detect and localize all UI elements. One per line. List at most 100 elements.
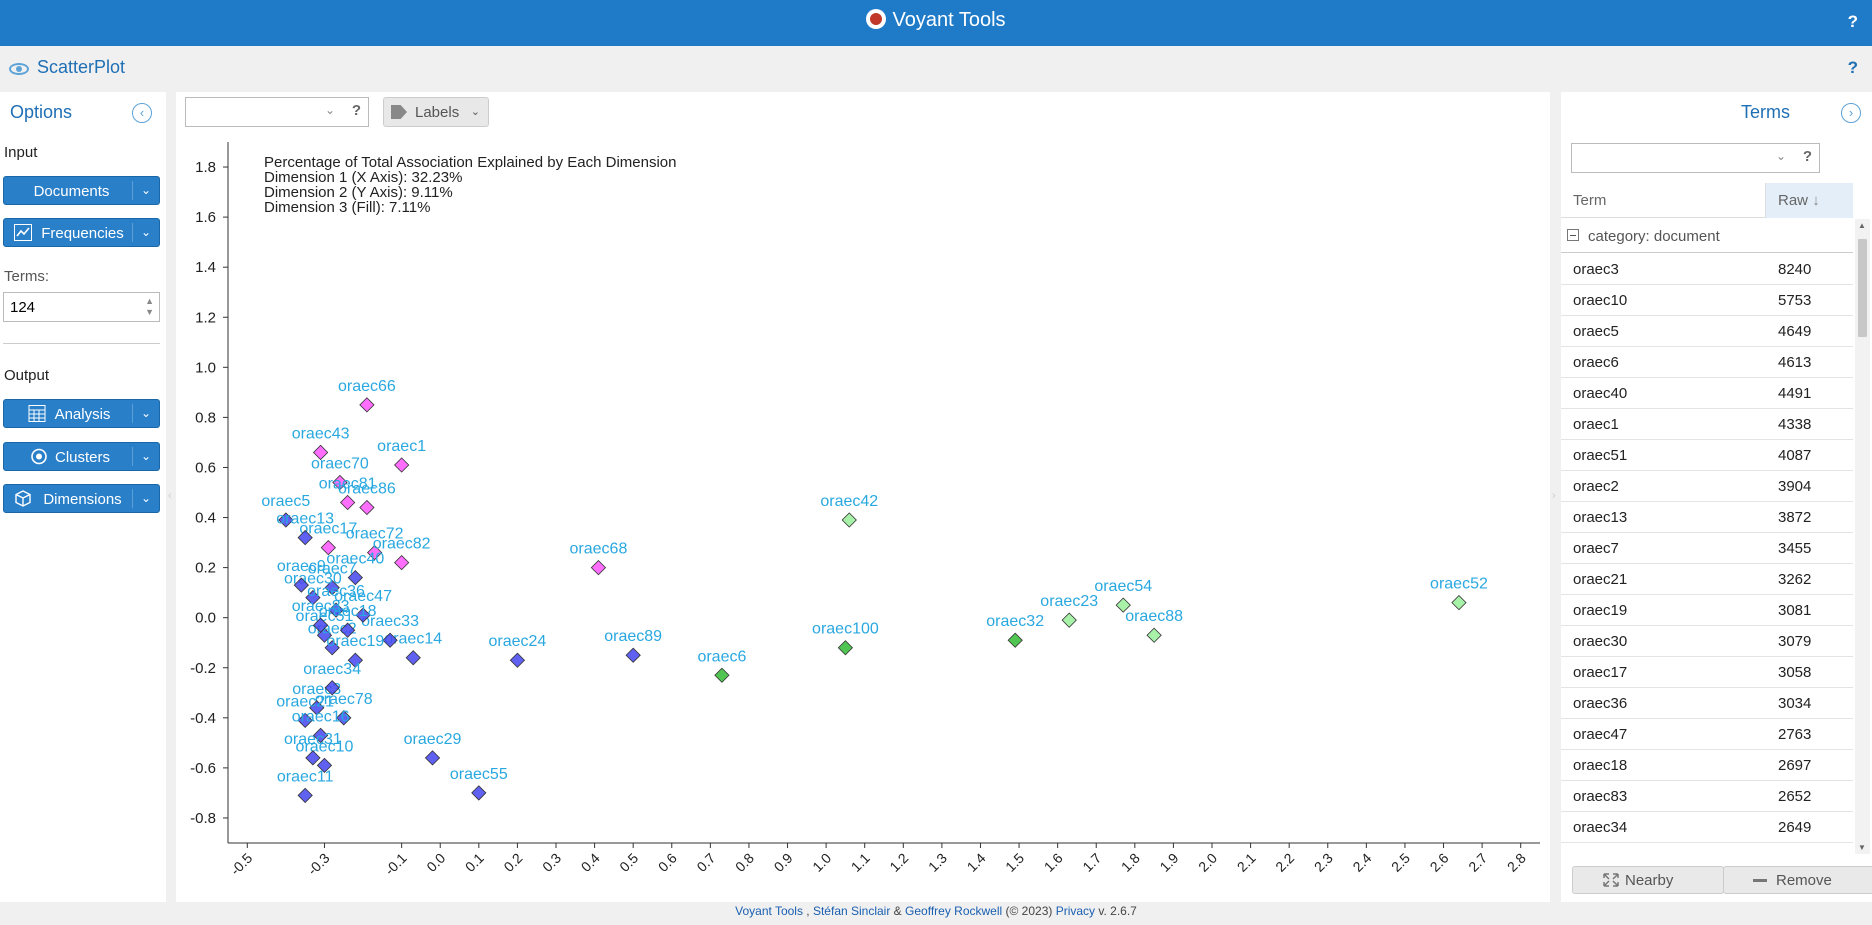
privacy-link[interactable]: Privacy: [1055, 904, 1096, 918]
data-point[interactable]: [328, 602, 344, 618]
table-row[interactable]: oraec51 4087: [1561, 440, 1853, 471]
data-point[interactable]: [324, 579, 340, 596]
data-point[interactable]: [332, 474, 348, 491]
table-row[interactable]: oraec5 4649: [1561, 316, 1853, 347]
spinner-icon[interactable]: ▲ ▼: [145, 296, 154, 317]
table-row[interactable]: oraec11 2620: [1561, 843, 1853, 853]
documents-button[interactable]: Documents ⌄: [3, 176, 160, 205]
analysis-button[interactable]: Analysis ⌄: [3, 399, 160, 428]
data-point[interactable]: [339, 494, 356, 511]
terms-count-stepper[interactable]: ▲▼: [3, 292, 160, 322]
terms-filter-combo[interactable]: ⌄ ?: [1571, 143, 1820, 173]
table-row[interactable]: oraec30 3079: [1561, 626, 1853, 657]
data-point[interactable]: [366, 544, 383, 561]
table-row[interactable]: oraec34 2649: [1561, 812, 1853, 843]
scroll-down-icon[interactable]: ▼: [1858, 843, 1866, 852]
data-point[interactable]: [625, 647, 641, 663]
data-point[interactable]: [1146, 627, 1162, 643]
help-icon[interactable]: ?: [1802, 148, 1812, 165]
data-point[interactable]: [347, 652, 363, 668]
data-point[interactable]: [312, 444, 329, 461]
data-point[interactable]: [305, 590, 321, 606]
table-row[interactable]: oraec18 2697: [1561, 750, 1853, 781]
splitter-right-icon[interactable]: ›: [1552, 490, 1556, 502]
table-row[interactable]: oraec1 4338: [1561, 409, 1853, 440]
scrollbar-thumb[interactable]: [1858, 239, 1867, 337]
data-point[interactable]: [320, 539, 336, 556]
data-point[interactable]: [394, 457, 410, 473]
data-point[interactable]: [590, 559, 607, 576]
data-point[interactable]: [471, 785, 487, 801]
clusters-button[interactable]: Clusters ⌄: [3, 442, 160, 471]
table-row[interactable]: oraec47 2763: [1561, 719, 1853, 750]
table-row[interactable]: oraec83 2652: [1561, 781, 1853, 812]
term-search-combo[interactable]: ⌄ ?: [185, 97, 369, 127]
data-point[interactable]: [382, 632, 398, 648]
app-help-icon[interactable]: ?: [1847, 12, 1858, 31]
data-point[interactable]: [305, 750, 321, 766]
terms-count-input[interactable]: [4, 293, 124, 321]
data-point[interactable]: [359, 499, 375, 516]
scatter-plot[interactable]: 1.8 1.6 1.4 1.2 1.0 0.8 0.6 0.4 0.2 0.0 -0.2 -0.4 -0…: [176, 132, 1550, 902]
voyant-link[interactable]: Voyant Tools: [735, 904, 803, 918]
table-row[interactable]: oraec17 3058: [1561, 657, 1853, 688]
data-point[interactable]: [837, 640, 854, 656]
data-point[interactable]: [714, 667, 730, 683]
data-point[interactable]: [1451, 595, 1467, 611]
data-point[interactable]: [424, 750, 441, 766]
data-point[interactable]: [297, 529, 313, 546]
table-row[interactable]: oraec6 4613: [1561, 347, 1853, 378]
data-point[interactable]: [1007, 632, 1023, 648]
author-link-sinclair[interactable]: Stéfan Sinclair: [812, 904, 891, 918]
app-title[interactable]: Voyant Tools: [0, 9, 1872, 32]
data-point[interactable]: [841, 512, 857, 528]
column-header-raw[interactable]: Raw ↓: [1766, 183, 1853, 218]
splitter-left-icon[interactable]: ‹: [168, 490, 172, 502]
scatter-svg[interactable]: 1.8 1.6 1.4 1.2 1.0 0.8 0.6 0.4 0.2 0.0 -0.2 -0.4 -0…: [176, 132, 1550, 902]
chevron-down-icon[interactable]: ⌄: [324, 103, 335, 117]
data-point[interactable]: [339, 622, 356, 638]
data-point[interactable]: [324, 640, 340, 656]
group-header-row[interactable]: category: document: [1561, 219, 1853, 253]
scroll-up-icon[interactable]: ▲: [1858, 221, 1866, 230]
data-point[interactable]: [293, 577, 309, 593]
nearby-button[interactable]: Nearby: [1572, 866, 1724, 894]
data-point[interactable]: [297, 712, 313, 728]
data-point[interactable]: [316, 757, 333, 774]
table-row[interactable]: oraec10 5753: [1561, 285, 1853, 316]
collapse-group-icon[interactable]: [1567, 229, 1579, 241]
table-row[interactable]: oraec13 3872: [1561, 502, 1853, 533]
author-link-rockwell[interactable]: Geoffrey Rockwell: [905, 904, 1003, 918]
table-row[interactable]: oraec21 3262: [1561, 564, 1853, 595]
data-point[interactable]: [355, 607, 371, 623]
collapse-left-icon[interactable]: ‹: [132, 103, 152, 123]
data-point[interactable]: [394, 554, 410, 571]
frequencies-button[interactable]: Frequencies ⌄: [3, 218, 160, 247]
data-point[interactable]: [297, 787, 313, 804]
data-point[interactable]: [312, 727, 329, 743]
table-row[interactable]: oraec19 3081: [1561, 595, 1853, 626]
data-point[interactable]: [405, 650, 421, 666]
data-point[interactable]: [336, 710, 352, 726]
data-point[interactable]: [347, 569, 363, 586]
table-row[interactable]: oraec3 8240: [1561, 254, 1853, 285]
table-row[interactable]: oraec36 3034: [1561, 688, 1853, 719]
chevron-down-icon[interactable]: ⌄: [1775, 149, 1786, 163]
collapse-right-icon[interactable]: ›: [1841, 103, 1861, 123]
data-point[interactable]: [509, 652, 526, 668]
labels-button[interactable]: Labels ⌄: [383, 97, 489, 127]
column-header-term[interactable]: Term: [1561, 183, 1766, 218]
data-point[interactable]: [309, 700, 325, 716]
table-row[interactable]: oraec2 3904: [1561, 471, 1853, 502]
remove-button[interactable]: Remove: [1723, 866, 1872, 894]
table-row[interactable]: oraec7 3455: [1561, 533, 1853, 564]
tool-help-icon[interactable]: ?: [1847, 58, 1858, 77]
data-point[interactable]: [1115, 597, 1131, 613]
table-row[interactable]: oraec40 4491: [1561, 378, 1853, 409]
grid-scrollbar[interactable]: ▲ ▼: [1855, 219, 1870, 854]
dimensions-button[interactable]: Dimensions ⌄: [3, 484, 160, 513]
data-point[interactable]: [312, 617, 329, 633]
data-point[interactable]: [359, 397, 375, 413]
data-point[interactable]: [278, 512, 294, 528]
data-point[interactable]: [324, 680, 340, 696]
